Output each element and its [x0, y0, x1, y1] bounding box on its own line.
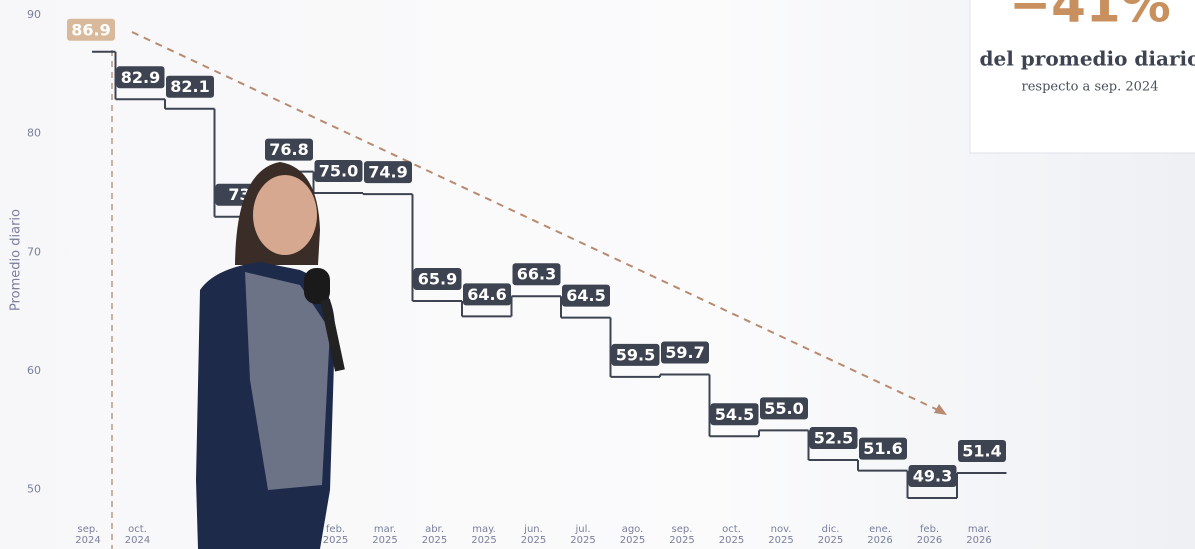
value-label-box: [958, 440, 1006, 463]
value-label-box: [463, 283, 511, 306]
trend-arrow: [131, 31, 941, 412]
callout-text: del promedio diario: [980, 47, 1195, 71]
value-label-box: [908, 464, 957, 487]
x-tick-label: oct. 2025: [718, 524, 745, 546]
x-tick-label: feb. 2025: [322, 524, 349, 546]
y-tick-label: 80: [27, 127, 41, 140]
x-tick-label: sep. 2025: [669, 524, 695, 546]
y-tick-label: 60: [27, 364, 41, 377]
value-label: 86.9: [71, 20, 110, 39]
value-label-box: [116, 66, 165, 89]
value-label-box: [710, 403, 759, 426]
face: [253, 175, 317, 255]
value-label-box: [67, 18, 115, 41]
value-label-box: [859, 437, 907, 460]
y-tick-label: 70: [27, 245, 41, 258]
value-label-box: [809, 427, 858, 449]
x-tick-label: ago. 2025: [619, 524, 646, 546]
value-label: 64.6: [467, 285, 506, 304]
value-label: 82.9: [121, 68, 160, 87]
microphone: [304, 268, 330, 304]
callout-subtext: respecto a sep. 2024: [1022, 80, 1159, 95]
x-tick-label: abr. 2025: [421, 524, 448, 546]
y-axis-label: Promedio diario: [9, 209, 24, 311]
value-label: 66.3: [517, 265, 556, 284]
value-label: 74.9: [368, 163, 407, 182]
value-label-box: [611, 343, 660, 366]
value-label-box: [562, 284, 610, 307]
x-tick-label: oct. 2024: [124, 524, 151, 546]
value-label: 64.5: [566, 286, 605, 305]
x-tick-label: feb. 2026: [916, 524, 943, 546]
value-label: 54.5: [715, 405, 754, 424]
x-tick-label: dic. 2025: [817, 524, 844, 546]
x-tick-label: ene. 2026: [867, 524, 893, 546]
y-tick-label: 50: [27, 483, 41, 496]
value-label: 51.4: [962, 442, 1001, 461]
value-label: 76.8: [269, 140, 308, 159]
vest: [245, 272, 330, 490]
value-label-box: [512, 263, 561, 286]
value-label: 51.6: [863, 439, 902, 458]
callout-value: −41%: [1009, 0, 1171, 34]
value-label-box: [413, 267, 462, 290]
value-label-box: [166, 75, 214, 98]
x-tick-label: jun. 2025: [520, 524, 547, 546]
x-tick-label: mar. 2026: [966, 524, 992, 546]
callout-box: [969, 0, 1195, 154]
value-label-box: [661, 341, 709, 364]
value-label: 75.0: [319, 162, 358, 181]
value-label: 82.1: [170, 77, 209, 96]
microphone-handle: [320, 298, 345, 372]
callout: −41% del promedio diario respecto a sep.…: [969, 0, 1195, 154]
value-label: 52.5: [814, 429, 853, 448]
value-label-box: [364, 161, 412, 184]
y-tick-label: 90: [27, 8, 41, 21]
presenter: [196, 162, 345, 549]
value-label: 65.9: [418, 269, 457, 288]
value-label-box: [265, 138, 313, 161]
x-tick-label: jul. 2025: [570, 524, 596, 546]
value-label: 59.7: [665, 343, 704, 362]
value-label: 49.3: [913, 466, 952, 485]
trend-arrowhead: [934, 404, 947, 415]
value-label: 59.5: [616, 345, 655, 364]
x-tick-label: sep. 2024: [75, 524, 101, 546]
value-label-box: [314, 160, 363, 182]
value-label-box: [760, 397, 808, 420]
x-tick-label: may. 2025: [471, 524, 497, 546]
x-tick-label: mar. 2025: [372, 524, 398, 546]
value-label: 55.0: [764, 399, 803, 418]
x-tick-label: nov. 2025: [768, 524, 794, 546]
